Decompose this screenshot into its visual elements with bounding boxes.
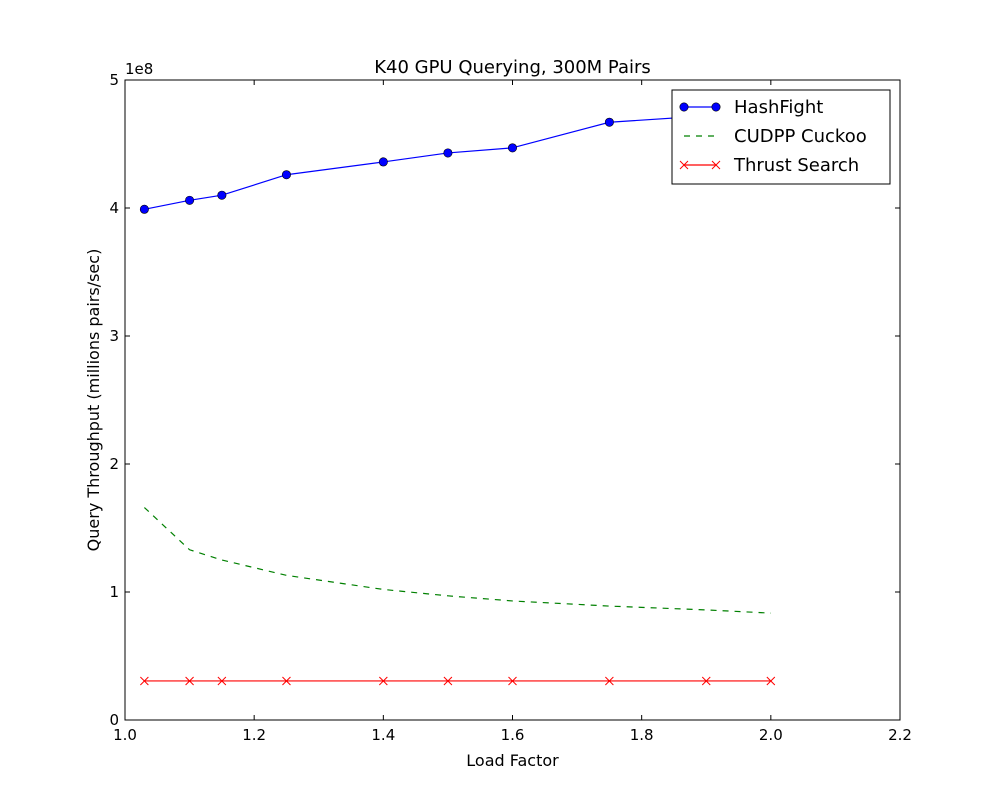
series-point (185, 676, 194, 686)
y-tick-label: 1 (109, 583, 119, 601)
x-marker-stroke (443, 676, 453, 686)
series-point (281, 170, 291, 180)
chart-title: K40 GPU Querying, 300M Pairs (374, 57, 651, 78)
series-point (217, 190, 227, 200)
y-axis-label: Query Throughput (millions pairs/sec) (84, 249, 103, 552)
series-point (508, 676, 517, 686)
y-tick-label: 2 (109, 455, 119, 473)
series-point (443, 676, 453, 686)
x-marker-stroke (766, 676, 776, 686)
x-tick-label: 2.2 (888, 726, 912, 744)
x-marker-stroke (217, 676, 227, 686)
series-point (378, 157, 388, 167)
ticks-layer: 1.0 1.2 1.4 1.6 1.8 2.0 2.2 0 1 2 3 4 5 (109, 71, 911, 744)
series-point (507, 143, 517, 153)
series-layer (139, 103, 776, 686)
y-tick-label: 3 (109, 327, 119, 345)
series-point (282, 676, 291, 686)
legend-swatch-marker (711, 160, 721, 170)
x-marker-stroke (140, 676, 149, 686)
series-point (139, 204, 149, 214)
x-tick-label: 1.4 (371, 726, 395, 744)
x-marker-stroke (185, 676, 194, 686)
y-tick-label: 0 (109, 711, 119, 729)
series-point (605, 676, 614, 686)
y-tick-label: 4 (109, 199, 119, 217)
series-point (604, 117, 614, 127)
x-marker-stroke (378, 676, 388, 686)
legend-entry-label: CUDPP Cuckoo (734, 126, 867, 147)
legend: HashFight CUDPP Cuckoo Thrust Search (671, 89, 891, 185)
x-tick-label: 1.0 (113, 726, 137, 744)
x-tick-label: 1.2 (242, 726, 266, 744)
series-point (217, 676, 227, 686)
legend-entry-label: HashFight (734, 97, 823, 118)
legend-swatch-marker (711, 102, 721, 112)
series-point (766, 676, 776, 686)
y-offset-label: 1e8 (125, 60, 153, 78)
series-point (378, 676, 388, 686)
x-tick-label: 1.8 (630, 726, 654, 744)
y-tick-label: 5 (109, 71, 119, 89)
x-marker-stroke (605, 676, 614, 686)
series-point (185, 195, 195, 205)
series-line-1 (143, 507, 771, 614)
x-axis-label: Load Factor (466, 751, 559, 770)
legend-box (671, 89, 891, 185)
x-marker-stroke (508, 676, 517, 686)
series-point (140, 676, 149, 686)
series-point (443, 148, 453, 158)
x-marker-stroke (282, 676, 291, 686)
plot-background (125, 80, 900, 720)
series-point (701, 676, 711, 686)
x-tick-label: 2.0 (759, 726, 783, 744)
x-marker-stroke (701, 676, 711, 686)
series-line-0 (144, 107, 771, 210)
legend-entry-label: Thrust Search (733, 155, 859, 176)
legend-swatch-marker (679, 160, 689, 170)
legend-swatch-marker (679, 102, 689, 112)
x-tick-label: 1.6 (501, 726, 525, 744)
